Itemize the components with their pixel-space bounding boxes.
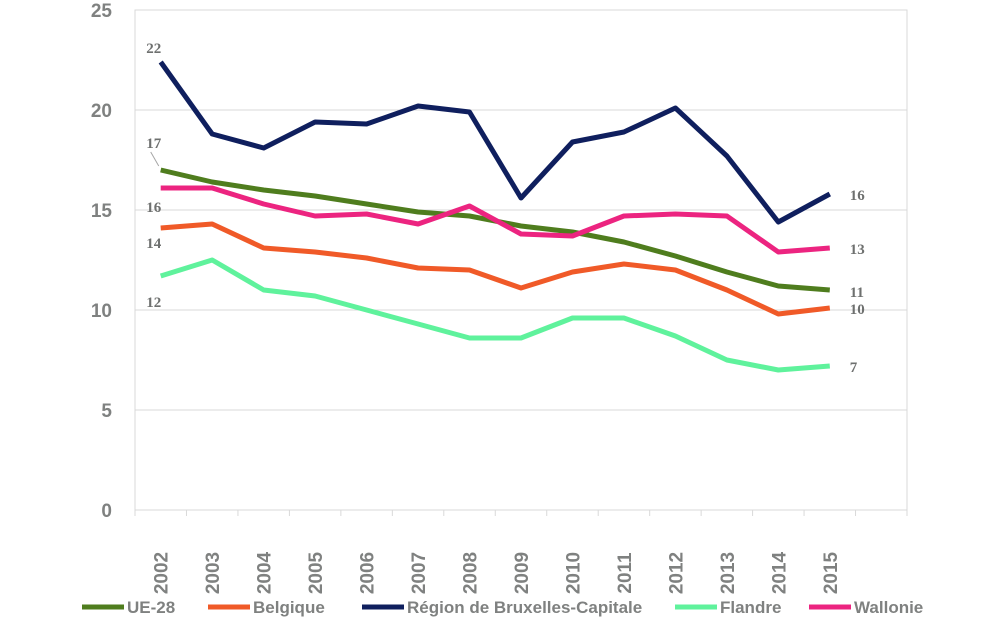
x-tick-label: 2003 [203, 552, 224, 594]
series-line-Wallonie [160, 185, 830, 255]
data-label: 7 [850, 360, 858, 376]
series-line-Belgique [160, 221, 831, 317]
y-tick-label: 15 [91, 201, 113, 222]
x-tick-label: 2010 [563, 552, 584, 594]
x-tick-label: 2005 [306, 551, 327, 594]
legend-label: Région de Bruxelles-Capitale [407, 598, 642, 617]
legend-label: UE-28 [127, 598, 175, 617]
data-label: 22 [146, 41, 161, 57]
x-tick-label: 2008 [461, 552, 482, 594]
x-tick-marks [134, 510, 908, 516]
data-label: 10 [850, 302, 865, 318]
legend-label: Flandre [720, 598, 781, 617]
series-line-Région de Bruxelles-Capitale [158, 60, 831, 225]
data-label: 11 [850, 285, 864, 301]
data-label: 13 [850, 242, 865, 258]
data-label: 17 [146, 136, 162, 152]
legend: UE-28 Belgique Région de Bruxelles-Capital… [82, 598, 923, 617]
x-tick-label: 2014 [769, 551, 790, 594]
y-tick-label: 5 [101, 401, 112, 422]
legend-label: Belgique [253, 598, 325, 617]
x-tick-label: 2013 [718, 552, 739, 594]
data-label: 16 [850, 188, 866, 204]
x-tick-label: 2004 [255, 551, 276, 594]
x-tick-label: 2011 [615, 552, 636, 594]
data-label: 14 [146, 236, 162, 252]
y-tick-label: 10 [91, 301, 112, 322]
data-label: 12 [146, 295, 161, 311]
series-line-Flandre [159, 257, 830, 373]
legend-label: Wallonie [854, 598, 923, 617]
data-label: 16 [146, 200, 162, 216]
y-tick-label: 25 [91, 1, 113, 22]
series-lines [158, 60, 831, 373]
data-labels: 17 11 14 10 22 16 12 7 16 13 [146, 41, 865, 376]
plot-border [134, 9, 908, 511]
y-tick-label: 0 [101, 501, 112, 522]
x-tick-label: 2002 [152, 552, 173, 594]
x-tick-label: 2007 [409, 552, 430, 594]
leader-line [150, 151, 160, 167]
x-axis-labels: 2002 2003 2004 2005 2006 2007 2008 2009 2010 2011… [152, 551, 842, 594]
x-tick-label: 2012 [666, 552, 687, 594]
series-line-UE-28 [160, 167, 830, 293]
x-tick-label: 2015 [821, 551, 842, 594]
y-tick-label: 20 [91, 101, 112, 122]
gridlines [135, 109, 907, 511]
y-axis-labels: 0 5 10 15 20 25 [91, 1, 113, 522]
x-tick-label: 2006 [358, 552, 379, 594]
x-tick-label: 2009 [512, 552, 533, 594]
